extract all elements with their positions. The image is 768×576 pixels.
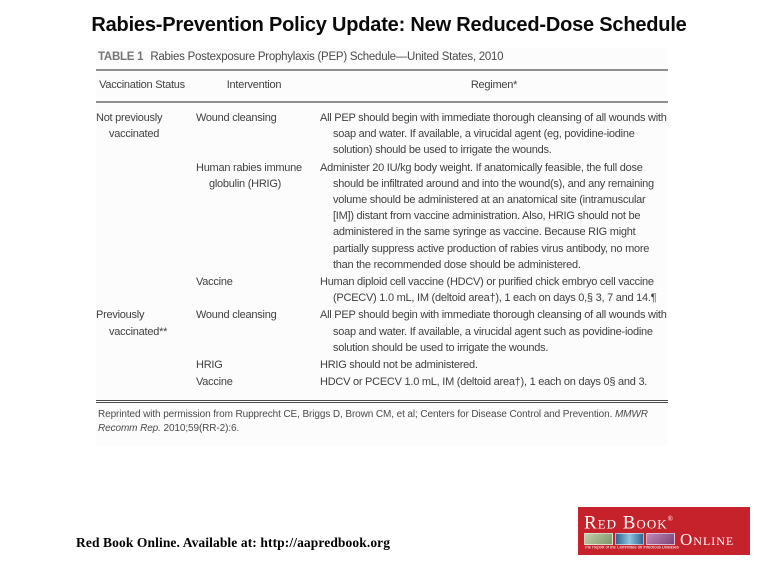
table-row: Human rabies immune globulin (HRIG) Admi… — [96, 160, 668, 273]
table-figure: TABLE 1 Rabies Postexposure Prophylaxis (… — [96, 48, 668, 447]
cell-status — [96, 274, 188, 306]
cell-status — [96, 357, 188, 373]
cell-intervention: Wound cleansing — [196, 309, 277, 322]
cell-status: Not previously vaccinated — [96, 112, 163, 141]
registered-trademark-icon: ® — [667, 515, 673, 523]
cell-regimen: All PEP should begin with immediate thor… — [320, 309, 667, 354]
cell-regimen: Administer 20 IU/kg body weight. If anat… — [320, 161, 654, 271]
footer-credit: Red Book Online. Available at: http://aa… — [76, 535, 391, 550]
cell-intervention: HRIG — [196, 359, 223, 372]
cell-intervention: Vaccine — [196, 376, 233, 389]
source-note-prefix: Reprinted with permission from Rupprecht… — [98, 409, 615, 421]
source-note-suffix: 2010;59(RR-2):6. — [160, 423, 240, 435]
table-caption: TABLE 1 Rabies Postexposure Prophylaxis (… — [96, 48, 668, 71]
table-body: Not previously vaccinated Wound cleansin… — [96, 103, 668, 404]
logo-wordmark-redbook: Red Book® — [584, 509, 746, 533]
logo-middle-row: The Report of the Committee on Infectiou… — [584, 530, 746, 552]
column-header-vaccination-status: Vaccination Status — [99, 79, 185, 91]
cell-regimen: HRIG should not be administered. — [320, 359, 478, 372]
logo-thumbnail-green — [584, 533, 613, 546]
redbook-logo: Red Book® The Report of the Committee on… — [578, 507, 750, 555]
table-row: Not previously vaccinated Wound cleansin… — [96, 110, 668, 159]
cell-regimen: All PEP should begin with immediate thor… — [320, 112, 667, 157]
table-header-row: Vaccination Status Intervention Regimen* — [96, 71, 668, 103]
table-caption-text: Rabies Postexposure Prophylaxis (PEP) Sc… — [150, 51, 504, 63]
cell-intervention: Human rabies immune globulin (HRIG) — [196, 161, 302, 190]
cell-regimen: Human diploid cell vaccine (HDCV) or pur… — [320, 276, 657, 305]
table-row: Previously vaccinated** Wound cleansing … — [96, 307, 668, 356]
cell-status: Previously vaccinated** — [96, 309, 168, 338]
table-row: Vaccine HDCV or PCECV 1.0 mL, IM (deltoi… — [96, 374, 668, 390]
logo-wordmark-online: Online — [680, 530, 735, 550]
logo-thumbnail-column: The Report of the Committee on Infectiou… — [584, 533, 680, 552]
source-note-journal: MMWR Recomm Rep. — [98, 409, 648, 435]
slide-title: Rabies-Prevention Policy Update: New Red… — [91, 14, 687, 36]
table-row: Vaccine Human diploid cell vaccine (HDCV… — [96, 274, 668, 306]
table-caption-label: TABLE 1 — [98, 51, 144, 63]
cell-regimen: HDCV or PCECV 1.0 mL, IM (deltoid area†)… — [320, 376, 648, 389]
logo-wordmark-text: Red Book — [584, 512, 668, 534]
column-header-regimen: Regimen* — [470, 79, 518, 91]
cell-intervention: Wound cleansing — [196, 112, 277, 124]
table-row: HRIG HRIG should not be administered. — [96, 357, 668, 373]
logo-thumbnail-blue — [615, 533, 644, 546]
logo-tagline: The Report of the Committee on Infectiou… — [584, 546, 679, 551]
cell-intervention: Vaccine — [196, 276, 233, 289]
cell-status — [96, 160, 188, 273]
source-note: Reprinted with permission from Rupprecht… — [96, 403, 668, 446]
column-header-intervention: Intervention — [226, 79, 282, 91]
logo-thumbnail-row — [584, 533, 680, 546]
logo-thumbnail-purple — [646, 533, 675, 546]
cell-status — [96, 374, 188, 390]
